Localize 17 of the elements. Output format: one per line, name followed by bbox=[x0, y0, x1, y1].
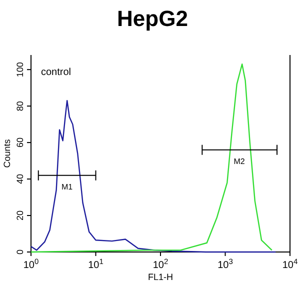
x-tick-label: 10$^{2}$ bbox=[152, 256, 168, 271]
x-tick-label: 10$^{3}$ bbox=[218, 256, 233, 271]
annotation: M2 bbox=[234, 156, 246, 166]
x-tick-label: 10$^{4}$ bbox=[282, 256, 298, 271]
chart-title: HepG2 bbox=[117, 6, 188, 31]
y-tick-label: 60 bbox=[15, 138, 25, 148]
y-tick-label: 40 bbox=[15, 174, 25, 184]
y-tick-label: 80 bbox=[15, 101, 25, 112]
annotation: M1 bbox=[61, 182, 74, 192]
x-axis-title: FL1-H bbox=[148, 272, 174, 282]
y-tick-label: 20 bbox=[15, 210, 25, 221]
x-tick-label: 10$^{1}$ bbox=[88, 256, 104, 271]
y-tick-label: 100 bbox=[15, 62, 25, 78]
y-axis-title: Counts bbox=[2, 138, 12, 168]
annotation: control bbox=[41, 67, 72, 78]
x-tick-label: 10$^{0}$ bbox=[23, 256, 39, 271]
y-tick-label: 0 bbox=[15, 249, 25, 255]
